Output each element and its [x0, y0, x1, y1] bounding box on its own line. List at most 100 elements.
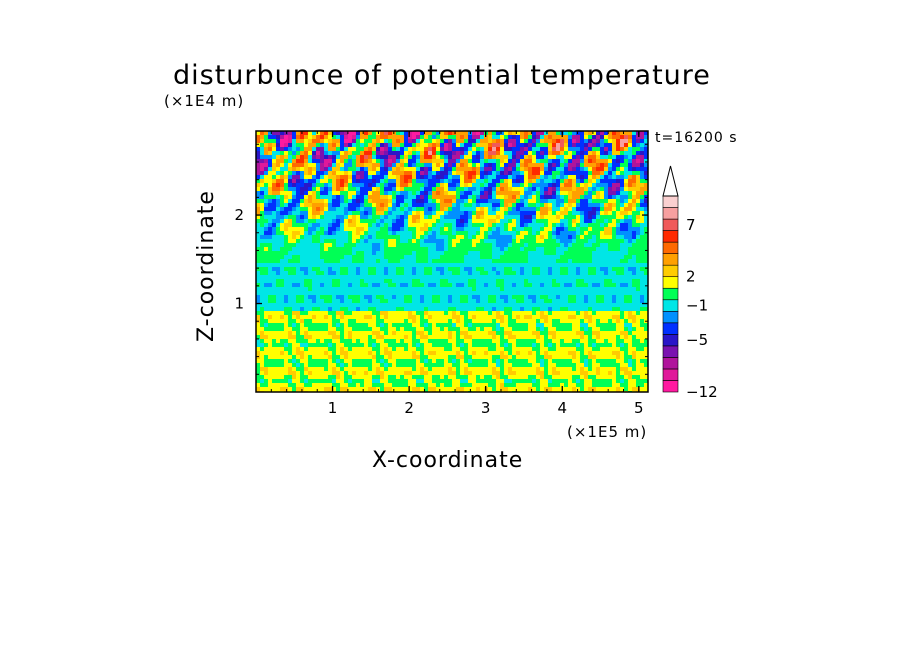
field-cell	[480, 203, 485, 208]
field-cell	[372, 283, 377, 288]
field-cell	[352, 179, 357, 184]
field-cell	[408, 307, 413, 312]
field-cell	[524, 171, 529, 176]
field-cell	[288, 263, 293, 268]
field-cell	[480, 327, 485, 332]
field-cell	[584, 295, 589, 300]
field-cell	[340, 263, 345, 268]
field-cell	[560, 175, 565, 180]
field-cell	[452, 175, 457, 180]
field-cell	[376, 159, 381, 164]
field-cell	[532, 291, 537, 296]
field-cell	[332, 211, 337, 216]
field-cell	[316, 319, 321, 324]
field-cell	[460, 163, 465, 168]
field-cell	[304, 211, 309, 216]
field-cell	[408, 239, 413, 244]
field-cell	[384, 271, 389, 276]
field-cell	[528, 231, 533, 236]
field-cell	[264, 315, 269, 320]
field-cell	[576, 263, 581, 268]
field-cell	[396, 191, 401, 196]
field-cell	[476, 159, 481, 164]
field-cell	[392, 283, 397, 288]
field-cell	[436, 187, 441, 192]
field-cell	[412, 203, 417, 208]
field-cell	[348, 151, 353, 156]
field-cell	[584, 299, 589, 304]
field-cell	[616, 155, 621, 160]
field-cell	[340, 211, 345, 216]
field-cell	[480, 311, 485, 316]
field-cell	[276, 287, 281, 292]
field-cell	[636, 319, 641, 324]
field-cell	[544, 239, 549, 244]
field-cell	[588, 191, 593, 196]
field-cell	[376, 171, 381, 176]
field-cell	[492, 219, 497, 224]
field-cell	[644, 227, 648, 232]
field-cell	[272, 167, 277, 172]
field-cell	[296, 167, 301, 172]
field-cell	[372, 231, 377, 236]
field-cell	[364, 283, 369, 288]
field-cell	[564, 299, 569, 304]
field-cell	[588, 251, 593, 256]
field-cell	[300, 143, 305, 148]
field-cell	[312, 295, 317, 300]
field-cell	[528, 267, 533, 272]
field-cell	[508, 319, 513, 324]
field-cell	[492, 239, 497, 244]
field-cell	[384, 259, 389, 264]
field-cell	[276, 275, 281, 280]
field-cell	[272, 191, 277, 196]
field-cell	[276, 299, 281, 304]
field-cell	[428, 323, 433, 328]
field-cell	[472, 175, 477, 180]
field-cell	[404, 331, 409, 336]
field-cell	[480, 227, 485, 232]
field-cell	[604, 251, 609, 256]
field-cell	[540, 199, 545, 204]
field-cell	[356, 143, 361, 148]
field-cell	[560, 327, 565, 332]
field-cell	[560, 195, 565, 200]
field-cell	[576, 235, 581, 240]
field-cell	[348, 271, 353, 276]
field-cell	[592, 251, 597, 256]
field-cell	[304, 327, 309, 332]
field-cell	[328, 219, 333, 224]
field-cell	[584, 195, 589, 200]
field-cell	[344, 259, 349, 264]
field-cell	[284, 203, 289, 208]
field-cell	[640, 291, 645, 296]
field-cell	[320, 259, 325, 264]
field-cell	[312, 207, 317, 212]
field-cell	[632, 131, 637, 136]
field-cell	[464, 171, 469, 176]
field-cell	[488, 235, 493, 240]
field-cell	[376, 235, 381, 240]
field-cell	[640, 299, 645, 304]
field-cell	[340, 151, 345, 156]
field-cell	[420, 147, 425, 152]
field-cell	[440, 131, 445, 136]
field-cell	[468, 243, 473, 248]
field-cell	[552, 331, 557, 336]
field-cell	[592, 203, 597, 208]
field-cell	[488, 131, 493, 136]
field-cell	[280, 315, 285, 320]
field-cell	[556, 147, 561, 152]
field-cell	[520, 163, 525, 168]
field-cell	[348, 223, 353, 228]
field-cell	[612, 327, 617, 332]
field-cell	[484, 191, 489, 196]
field-cell	[640, 255, 645, 260]
field-cell	[380, 263, 385, 268]
field-cell	[576, 199, 581, 204]
field-cell	[556, 171, 561, 176]
field-cell	[288, 211, 293, 216]
field-cell	[500, 275, 505, 280]
field-cell	[480, 159, 485, 164]
field-cell	[544, 139, 549, 144]
